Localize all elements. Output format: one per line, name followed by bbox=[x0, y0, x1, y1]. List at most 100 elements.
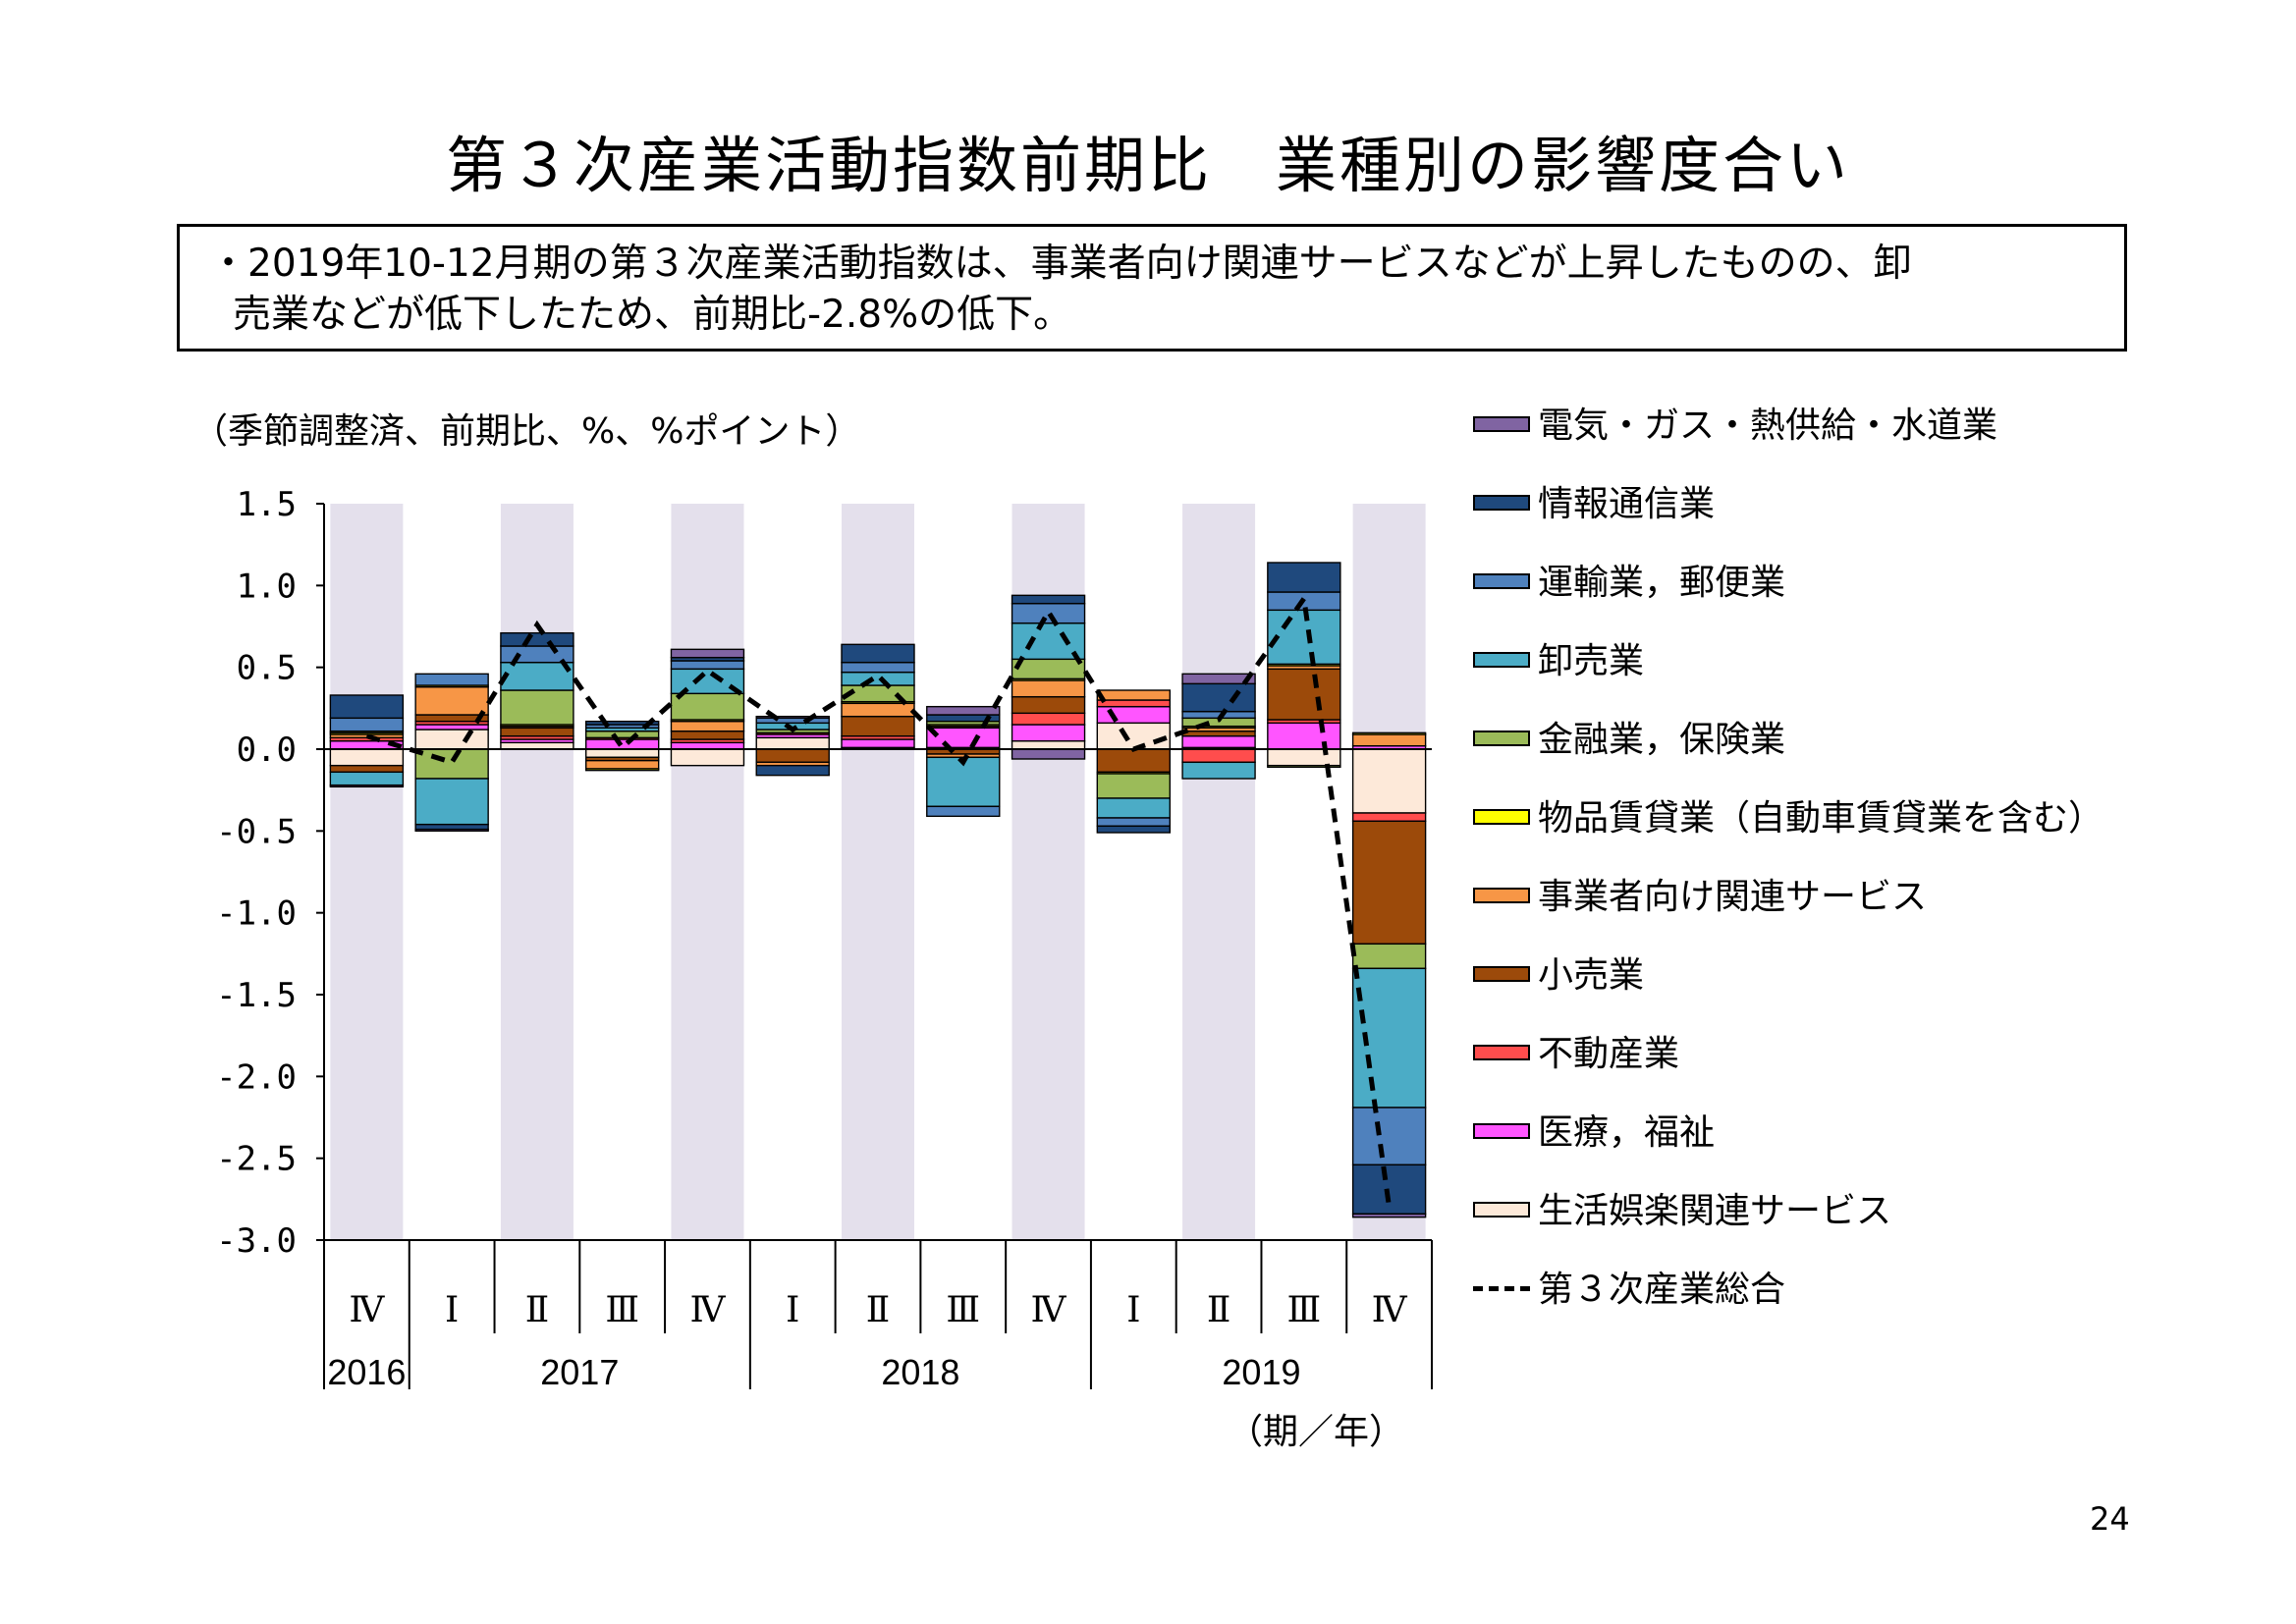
bar-segment bbox=[1096, 817, 1172, 828]
bar-segment bbox=[584, 759, 660, 770]
summary-line-1: ・2019年10-12月期の第３次産業活動指数は、事業者向け関連サービスなどが上… bbox=[209, 242, 1912, 286]
bar-segment bbox=[926, 705, 1001, 716]
bar-segment bbox=[1351, 1107, 1427, 1166]
x-tick-label: Ⅱ bbox=[866, 1290, 890, 1330]
summary-line-2: 売業などが低下したため、前期比-2.8%の低下。 bbox=[233, 293, 1072, 337]
bar-segment bbox=[1011, 748, 1086, 760]
bar-segment bbox=[1096, 699, 1172, 708]
bar-segment bbox=[500, 727, 574, 737]
legend-label: 物品賃貸業（自動車賃貸業を含む） bbox=[1538, 798, 2105, 839]
y-tick-label: -0.5 bbox=[216, 812, 297, 851]
bar-segment bbox=[414, 729, 489, 750]
y-tick-label: -2.0 bbox=[216, 1057, 297, 1097]
bar-segment bbox=[1267, 748, 1341, 767]
bar-segment bbox=[329, 764, 405, 774]
x-tick-label: Ⅲ bbox=[605, 1290, 639, 1330]
bar-segment bbox=[500, 661, 574, 691]
bar-segment bbox=[414, 685, 489, 716]
x-tick-label: Ⅰ bbox=[1126, 1290, 1140, 1330]
shade-band bbox=[500, 504, 574, 1240]
bar-segment bbox=[841, 643, 915, 664]
bar-segment bbox=[841, 702, 915, 718]
bar-segment bbox=[414, 673, 489, 686]
y-tick-label: 1.0 bbox=[237, 567, 297, 606]
bar-segment bbox=[1096, 748, 1172, 774]
total-line bbox=[365, 592, 1393, 1209]
x-unit-label: （期／年） bbox=[1228, 1412, 1404, 1452]
bar-segment bbox=[500, 631, 574, 647]
bar-segment bbox=[1181, 761, 1256, 780]
legend-swatch bbox=[1473, 1045, 1530, 1060]
x-tick-label: Ⅳ bbox=[689, 1290, 726, 1330]
legend-label: 電気・ガス・熱供給・水道業 bbox=[1538, 406, 1998, 446]
bar-segment bbox=[1181, 682, 1256, 713]
x-tick-label: Ⅳ bbox=[1031, 1290, 1067, 1330]
bar-segment bbox=[414, 748, 489, 780]
bar-segment bbox=[926, 727, 1001, 749]
bar-segment bbox=[329, 717, 405, 732]
y-tick-label: -1.0 bbox=[216, 894, 297, 934]
bar-segment bbox=[1351, 748, 1427, 814]
bar-segment bbox=[841, 661, 915, 674]
bar-segment bbox=[1267, 668, 1341, 721]
y-tick-label: 1.5 bbox=[237, 485, 297, 524]
x-tick-label: Ⅰ bbox=[445, 1290, 459, 1330]
year-label: 2018 bbox=[881, 1352, 959, 1392]
legend-label: 金融業，保険業 bbox=[1538, 720, 1786, 760]
legend-swatch bbox=[1473, 652, 1530, 668]
bar-segment bbox=[584, 768, 660, 772]
bar-segment bbox=[584, 720, 660, 726]
bar-segment bbox=[414, 828, 489, 833]
bar-segment bbox=[841, 738, 915, 749]
bar-segment bbox=[1351, 943, 1427, 970]
bar-segment bbox=[1181, 673, 1256, 685]
bar-segment bbox=[414, 724, 489, 731]
x-tick-label: Ⅲ bbox=[946, 1290, 980, 1330]
bar-segment bbox=[670, 720, 745, 732]
bar-segment bbox=[1096, 689, 1172, 701]
x-tick-label: Ⅲ bbox=[1286, 1290, 1321, 1330]
legend-label: 不動産業 bbox=[1538, 1034, 1680, 1074]
y-tick-label: -1.5 bbox=[216, 976, 297, 1015]
shade-band bbox=[671, 504, 744, 1240]
bar-segment bbox=[755, 764, 830, 777]
bar-segment bbox=[1267, 764, 1341, 769]
bar-segment bbox=[329, 748, 405, 767]
bar-segment bbox=[1181, 730, 1256, 737]
bar-segment bbox=[755, 736, 830, 750]
bar-segment bbox=[670, 648, 745, 659]
bar-segment bbox=[329, 784, 405, 788]
page-number: 24 bbox=[2090, 1500, 2130, 1538]
bar-segment bbox=[1011, 658, 1086, 680]
bar-segment bbox=[584, 748, 660, 759]
unit-label: （季節調整済、前期比、%、%ポイント） bbox=[192, 411, 861, 452]
year-label: 2019 bbox=[1222, 1352, 1300, 1392]
bar-segment bbox=[1351, 733, 1427, 747]
legend-swatch bbox=[1473, 1202, 1530, 1218]
x-tick-label: Ⅱ bbox=[525, 1290, 549, 1330]
bar-segment bbox=[755, 748, 830, 764]
bar-segment bbox=[414, 823, 489, 831]
bar-segment bbox=[1181, 734, 1256, 749]
shade-band bbox=[330, 504, 404, 1240]
y-tick-label: -2.5 bbox=[216, 1140, 297, 1179]
legend-label: 卸売業 bbox=[1538, 641, 1645, 681]
legend-swatch bbox=[1473, 809, 1530, 825]
y-tick-label: 0.5 bbox=[237, 649, 297, 688]
page-title: 第３次産業活動指数前期比 業種別の影響度合い bbox=[445, 130, 1850, 201]
bar-segment bbox=[755, 715, 830, 720]
legend-label: 生活娯楽関連サービス bbox=[1538, 1191, 1892, 1231]
bar-segment bbox=[1351, 1213, 1427, 1218]
bar-segment bbox=[1011, 594, 1086, 605]
bar-segment bbox=[1011, 695, 1086, 715]
bar-segment bbox=[329, 694, 405, 720]
legend-swatch bbox=[1473, 731, 1530, 746]
x-tick-label: Ⅰ bbox=[786, 1290, 799, 1330]
legend-swatch bbox=[1473, 966, 1530, 982]
bar-segment bbox=[1011, 602, 1086, 624]
bar-segment bbox=[670, 660, 745, 671]
legend-label: 運輸業，郵便業 bbox=[1538, 563, 1786, 603]
bar-segment bbox=[1096, 825, 1172, 834]
bar-segment bbox=[1096, 773, 1172, 799]
